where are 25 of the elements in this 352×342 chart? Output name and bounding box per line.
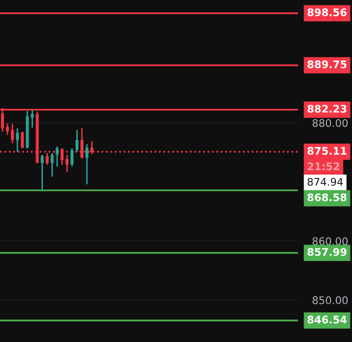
ref-line-label: 882.23: [308, 104, 346, 113]
candlestick: [66, 154, 69, 173]
candlestick: [30, 109, 34, 128]
candlestick: [56, 146, 59, 168]
y-tick-label: 860.00: [312, 237, 348, 246]
ref-line-label: 875.11: [308, 146, 346, 155]
ref-line-label: 898.56: [308, 8, 347, 16]
candlestick: [6, 122, 9, 136]
ref-line-label: 846.54: [308, 316, 347, 324]
candlestick: [40, 154, 44, 192]
candlestick: [20, 131, 24, 149]
ref-line-label: 889.75: [308, 60, 346, 68]
y-tick-label: 880.00: [312, 119, 348, 127]
candlestick: [85, 143, 88, 185]
ref-line-label: 857.99: [308, 248, 346, 256]
text: 21:52: [308, 162, 340, 170]
candlestick: [16, 127, 19, 152]
candlestick: [70, 148, 74, 168]
candlestick: [46, 152, 49, 166]
text: 874.94: [308, 178, 343, 186]
ref-line-label: 868.58: [308, 193, 346, 202]
candlestick: [50, 152, 54, 178]
y-tick-label: 850.00: [312, 296, 348, 304]
candlestick: [75, 129, 78, 152]
candlestick: [10, 123, 14, 144]
